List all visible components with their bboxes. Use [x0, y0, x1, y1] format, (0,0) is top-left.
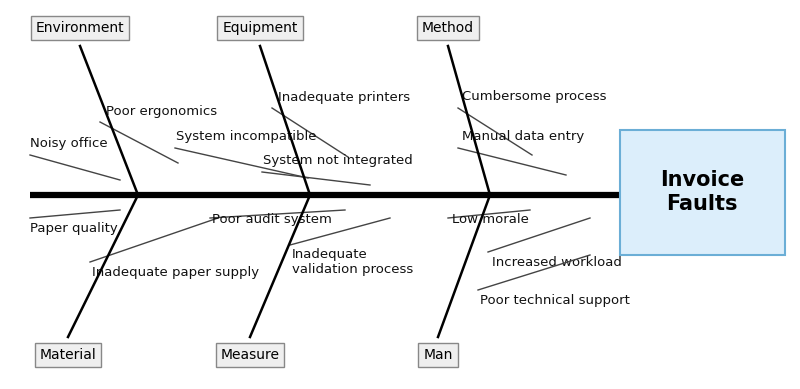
Text: Poor audit system: Poor audit system — [212, 213, 332, 226]
Text: Low morale: Low morale — [452, 213, 529, 226]
Text: Poor technical support: Poor technical support — [480, 294, 630, 307]
Text: Man: Man — [423, 348, 453, 362]
Text: Poor ergonomics: Poor ergonomics — [106, 105, 217, 118]
Text: System not integrated: System not integrated — [263, 154, 413, 167]
Text: Paper quality: Paper quality — [30, 222, 118, 235]
Text: Inadequate
validation process: Inadequate validation process — [292, 248, 414, 276]
Text: Increased workload: Increased workload — [492, 256, 622, 269]
Text: Environment: Environment — [36, 21, 124, 35]
Text: Inadequate printers: Inadequate printers — [278, 91, 410, 104]
Text: Equipment: Equipment — [222, 21, 298, 35]
Text: Material: Material — [40, 348, 96, 362]
Text: Inadequate paper supply: Inadequate paper supply — [92, 266, 259, 279]
FancyBboxPatch shape — [620, 130, 785, 255]
Text: Cumbersome process: Cumbersome process — [462, 90, 606, 103]
Text: Measure: Measure — [221, 348, 279, 362]
Text: Method: Method — [422, 21, 474, 35]
Text: System incompatible: System incompatible — [176, 130, 317, 143]
Text: Manual data entry: Manual data entry — [462, 130, 584, 143]
Text: Noisy office: Noisy office — [30, 137, 108, 150]
Text: Invoice
Faults: Invoice Faults — [660, 170, 744, 214]
